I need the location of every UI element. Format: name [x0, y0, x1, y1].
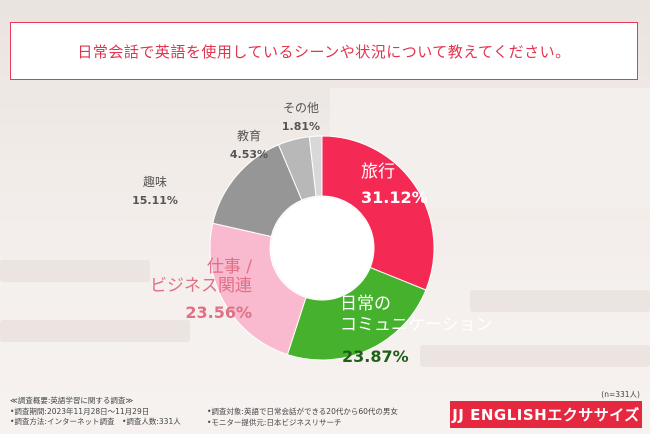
label-work-business: 仕事 /ビジネス関連 [150, 257, 252, 296]
survey-period: •調査期間:2023年11月28日〜11月29日 [10, 406, 150, 416]
sample-size-note: (n=331人) [601, 390, 640, 399]
value-education: 4.53% [230, 148, 268, 161]
value-hobby: 15.11% [132, 194, 178, 207]
slice-work-business [209, 222, 307, 356]
label-other: その他 [283, 101, 319, 115]
label-hobby: 趣味 [143, 174, 167, 189]
question-title-box: 日常会話で英語を使用しているシーンや状況について教えてください。 [10, 22, 638, 80]
brand-logo: JJ ENGLISHエクササイズ [450, 401, 642, 428]
value-travel: 31.12% [361, 188, 428, 207]
survey-provider: •モニター提供元:日本ビジネスリサーチ [207, 417, 342, 427]
label-daily-communication: 日常のコミュニケーション [340, 294, 493, 335]
question-title: 日常会話で英語を使用しているシーンや状況について教えてください。 [77, 42, 571, 61]
survey-target: •調査対象:英語で日常会話ができる20代から60代の男女 [207, 407, 398, 416]
survey-summary-title: ≪調査概要:英語学習に関する調査≫ [10, 396, 134, 405]
survey-method: •調査方法:インターネット調査 •調査人数:331人 [10, 417, 181, 426]
survey-details: •調査対象:英語で日常会話ができる20代から60代の男女 •モニター提供元:日本… [207, 407, 398, 428]
label-education: 教育 [237, 128, 261, 143]
slice-daily-communication [286, 266, 427, 361]
value-daily-communication: 23.87% [342, 347, 409, 366]
label-travel: 旅行 [361, 162, 395, 182]
value-work-business: 23.56% [185, 303, 252, 322]
survey-summary: ≪調査概要:英語学習に関する調査≫ •調査期間:2023年11月28日〜11月2… [10, 396, 181, 428]
slice-other [308, 135, 323, 197]
slice-travel [321, 135, 435, 291]
donut-hole [271, 197, 373, 299]
value-other: 1.81% [282, 120, 320, 133]
